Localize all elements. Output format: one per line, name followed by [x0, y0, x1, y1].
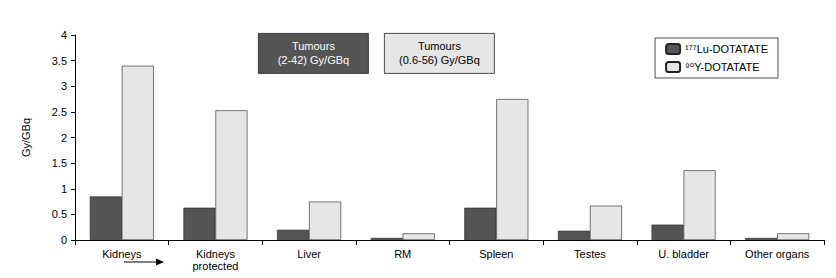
- svg-text:RM: RM: [394, 248, 411, 260]
- svg-text:¹⁷⁷Lu-DOTATATE: ¹⁷⁷Lu-DOTATATE: [685, 43, 768, 55]
- svg-text:⁹⁰Y-DOTATATE: ⁹⁰Y-DOTATATE: [685, 61, 760, 73]
- svg-text:3.5: 3.5: [52, 55, 67, 67]
- svg-text:0.5: 0.5: [52, 208, 67, 220]
- svg-text:Kidneys: Kidneys: [102, 248, 142, 260]
- svg-text:0: 0: [61, 234, 67, 246]
- svg-text:4: 4: [61, 29, 67, 41]
- svg-text:1: 1: [61, 183, 67, 195]
- svg-text:Tumours: Tumours: [418, 40, 461, 52]
- svg-text:2.5: 2.5: [52, 106, 67, 118]
- svg-text:Kidneys: Kidneys: [196, 248, 236, 260]
- svg-text:Testes: Testes: [574, 248, 606, 260]
- svg-text:3: 3: [61, 80, 67, 92]
- svg-text:(2-42) Gy/GBq: (2-42) Gy/GBq: [278, 54, 350, 66]
- svg-text:protected: protected: [193, 260, 239, 272]
- svg-text:(0.6-56) Gy/GBq: (0.6-56) Gy/GBq: [399, 54, 480, 66]
- svg-text:2: 2: [61, 132, 67, 144]
- svg-text:Spleen: Spleen: [479, 248, 513, 260]
- svg-text:U. bladder: U. bladder: [658, 248, 709, 260]
- svg-text:1.5: 1.5: [52, 157, 67, 169]
- svg-text:Tumours: Tumours: [292, 40, 335, 52]
- svg-text:Liver: Liver: [297, 248, 321, 260]
- svg-text:Other organs: Other organs: [745, 248, 810, 260]
- svg-text:Gy/GBq: Gy/GBq: [20, 118, 32, 157]
